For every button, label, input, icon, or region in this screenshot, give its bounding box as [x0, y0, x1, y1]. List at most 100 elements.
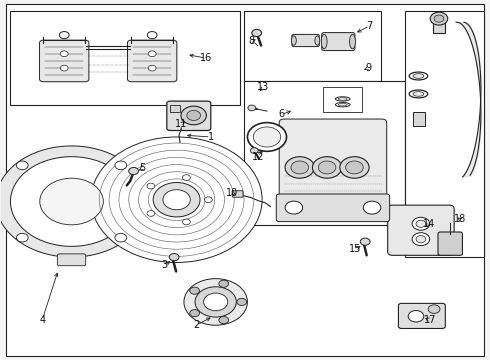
Ellipse shape: [321, 35, 327, 49]
FancyBboxPatch shape: [167, 101, 211, 131]
FancyBboxPatch shape: [438, 232, 463, 255]
Circle shape: [416, 220, 426, 227]
Circle shape: [250, 148, 258, 153]
Circle shape: [148, 65, 156, 71]
Ellipse shape: [315, 36, 320, 45]
Text: 10: 10: [226, 188, 238, 198]
Circle shape: [340, 157, 369, 178]
Circle shape: [60, 51, 68, 57]
Circle shape: [182, 175, 190, 180]
Circle shape: [181, 106, 206, 125]
Text: 4: 4: [39, 315, 45, 325]
Circle shape: [237, 298, 246, 306]
Circle shape: [16, 161, 28, 170]
Circle shape: [219, 280, 229, 287]
Polygon shape: [0, 146, 145, 257]
Circle shape: [59, 32, 69, 39]
Bar: [405, 12, 485, 257]
Ellipse shape: [292, 36, 296, 45]
Circle shape: [147, 211, 155, 216]
Ellipse shape: [349, 35, 355, 49]
Circle shape: [408, 311, 424, 322]
Text: 5: 5: [139, 163, 146, 173]
Text: 6: 6: [279, 109, 285, 120]
FancyBboxPatch shape: [398, 303, 445, 328]
Text: 16: 16: [200, 53, 212, 63]
Circle shape: [60, 65, 68, 71]
Bar: [433, 21, 445, 33]
Bar: [323, 87, 362, 112]
Bar: [244, 12, 381, 81]
Text: 9: 9: [365, 63, 371, 73]
Text: 11: 11: [175, 119, 188, 129]
Circle shape: [16, 233, 28, 242]
Circle shape: [163, 190, 190, 210]
FancyBboxPatch shape: [232, 191, 243, 197]
Text: 8: 8: [249, 36, 255, 46]
Circle shape: [195, 287, 236, 317]
FancyBboxPatch shape: [388, 205, 454, 255]
Circle shape: [129, 167, 139, 175]
Circle shape: [115, 161, 127, 170]
FancyBboxPatch shape: [127, 40, 177, 82]
Circle shape: [345, 161, 363, 174]
FancyBboxPatch shape: [322, 33, 355, 50]
Bar: [10, 12, 240, 105]
Circle shape: [187, 111, 200, 121]
Bar: [244, 81, 405, 225]
Circle shape: [147, 183, 155, 189]
Circle shape: [430, 12, 448, 25]
Circle shape: [148, 51, 156, 57]
Circle shape: [204, 293, 228, 311]
Circle shape: [363, 201, 381, 214]
Text: 18: 18: [454, 215, 466, 224]
Text: 12: 12: [251, 152, 264, 162]
Text: 14: 14: [422, 219, 435, 229]
Circle shape: [153, 183, 200, 217]
Ellipse shape: [338, 103, 347, 106]
Text: 13: 13: [257, 82, 270, 93]
Circle shape: [412, 217, 430, 230]
Circle shape: [115, 233, 127, 242]
FancyBboxPatch shape: [276, 194, 390, 222]
Circle shape: [184, 279, 247, 325]
Circle shape: [285, 157, 315, 178]
Circle shape: [91, 137, 262, 262]
Ellipse shape: [335, 97, 350, 101]
Ellipse shape: [335, 103, 350, 107]
Circle shape: [190, 310, 199, 317]
Text: 15: 15: [349, 244, 362, 254]
Circle shape: [360, 238, 370, 245]
Circle shape: [434, 15, 444, 22]
Ellipse shape: [338, 98, 347, 100]
Circle shape: [169, 253, 179, 261]
FancyBboxPatch shape: [279, 119, 387, 203]
Circle shape: [247, 123, 287, 151]
Circle shape: [248, 105, 256, 111]
FancyBboxPatch shape: [57, 254, 86, 266]
Circle shape: [313, 157, 342, 178]
Circle shape: [147, 32, 157, 39]
Circle shape: [253, 127, 281, 147]
Ellipse shape: [409, 72, 428, 80]
Circle shape: [412, 233, 430, 246]
Circle shape: [291, 161, 309, 174]
Bar: [413, 112, 425, 126]
Bar: [170, 105, 180, 112]
Text: 3: 3: [161, 260, 168, 270]
FancyBboxPatch shape: [40, 40, 89, 82]
Circle shape: [318, 161, 336, 174]
Ellipse shape: [413, 74, 424, 78]
Ellipse shape: [409, 90, 428, 98]
Text: 1: 1: [208, 132, 214, 142]
Text: 2: 2: [193, 320, 199, 330]
FancyBboxPatch shape: [292, 35, 319, 46]
Circle shape: [182, 219, 190, 225]
Text: 17: 17: [423, 315, 436, 325]
Circle shape: [219, 316, 229, 324]
Ellipse shape: [413, 91, 424, 96]
Text: 7: 7: [367, 21, 373, 31]
Circle shape: [190, 287, 199, 294]
Circle shape: [428, 305, 440, 314]
Circle shape: [204, 197, 212, 203]
